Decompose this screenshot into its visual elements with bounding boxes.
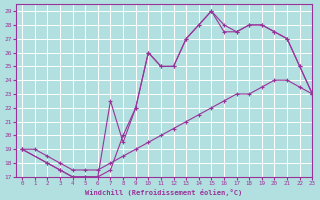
X-axis label: Windchill (Refroidissement éolien,°C): Windchill (Refroidissement éolien,°C) bbox=[85, 189, 243, 196]
